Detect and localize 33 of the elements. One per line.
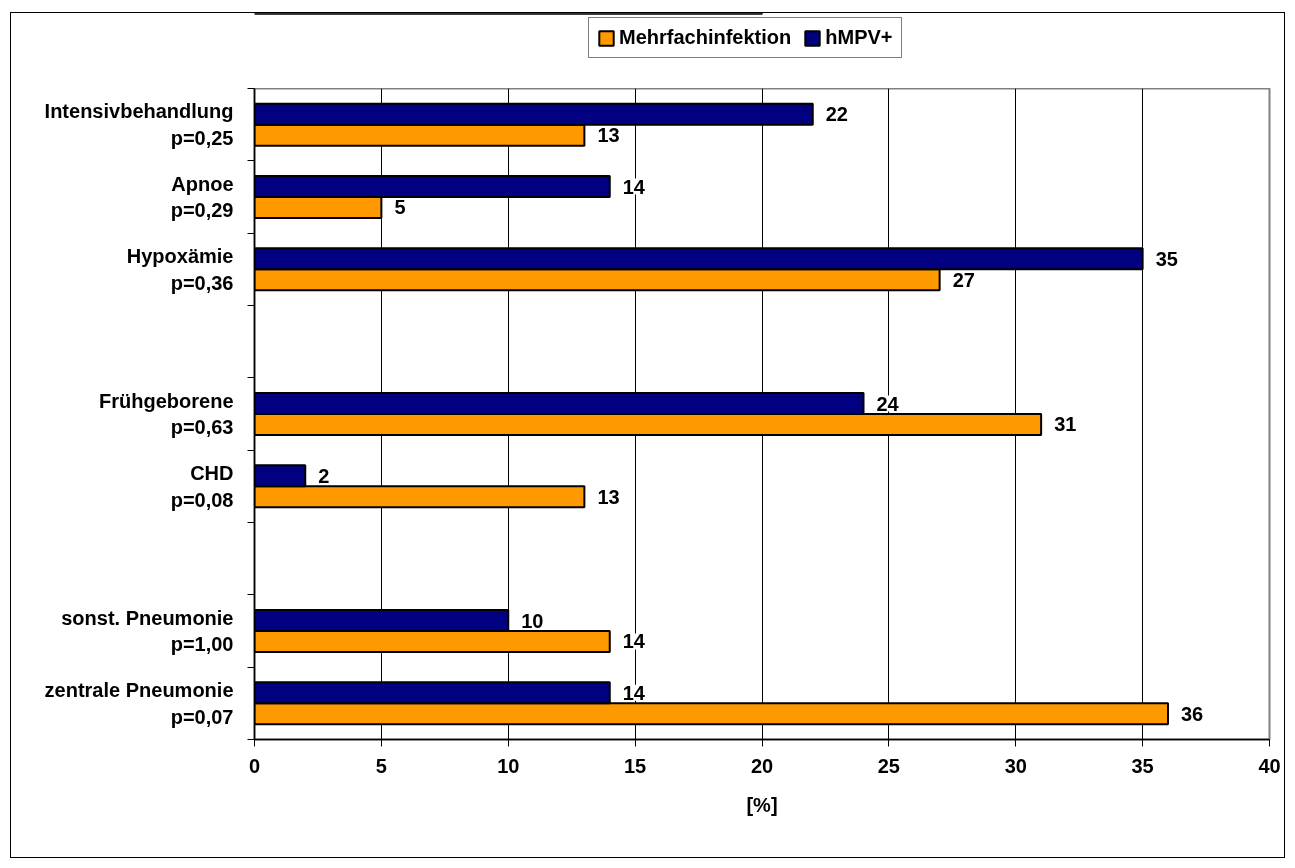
x-tick-label: 20 [750,754,774,777]
y-tick-label: sonst. Pneumonie p=1,00 [61,606,234,656]
x-axis-title: [%] [746,793,778,816]
data-label: 2 [318,464,330,487]
data-label: 14 [622,681,646,704]
y-tick-label: zentrale Pneumonie p=0,07 [44,679,234,728]
x-tick-label: 30 [1004,754,1027,777]
data-label: 27 [952,268,975,291]
x-tick-label: 40 [1258,754,1281,777]
data-label: 31 [1054,413,1077,436]
x-tick-label: 25 [877,754,900,777]
y-tick-label: Hypoxämie p=0,36 [126,245,234,294]
y-tick-label: Intensivbehandlung p=0,25 [44,100,234,149]
data-label: 10 [521,609,544,632]
data-label: 14 [622,175,646,198]
y-tick-label: Frühgeborene p=0,63 [99,389,234,439]
data-label: 14 [622,630,646,653]
data-label: 35 [1155,247,1178,270]
legend-label: Mehrfachinfektion [619,26,792,49]
data-label: 36 [1181,702,1204,725]
y-tick-label: Apnoe p=0,29 [170,172,234,222]
y-tick-label: CHD p=0,08 [170,462,234,511]
data-label: 13 [597,124,620,147]
data-label: 5 [394,196,406,219]
x-tick-label: 0 [248,754,261,777]
data-label: 24 [876,392,900,415]
x-tick-label: 15 [624,754,647,777]
x-tick-label: 10 [497,754,520,777]
x-tick-label: 35 [1131,754,1154,777]
x-tick-label: 5 [375,754,387,777]
data-label: 22 [825,103,848,126]
legend-label: hMPV+ [825,26,893,49]
data-label: 13 [597,485,620,508]
